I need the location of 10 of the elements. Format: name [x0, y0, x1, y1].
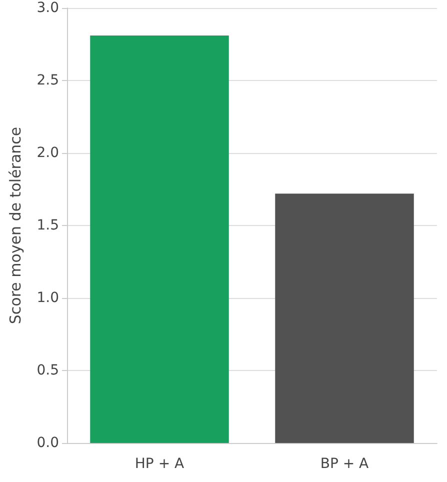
- y-tick-label: 3.0: [36, 0, 59, 16]
- x-tick-label: BP + A: [320, 456, 370, 472]
- y-tick-label: 2.0: [36, 145, 59, 161]
- y-tick-label: 1.5: [36, 218, 59, 234]
- y-tick-label: 0.0: [36, 435, 59, 451]
- y-tick-label: 1.0: [36, 290, 59, 306]
- y-tick-label: 0.5: [36, 362, 59, 378]
- x-tick-label: HP + A: [134, 456, 185, 472]
- y-tick-label: 2.5: [36, 72, 59, 88]
- y-axis-title: Score moyen de tolérance: [6, 126, 24, 324]
